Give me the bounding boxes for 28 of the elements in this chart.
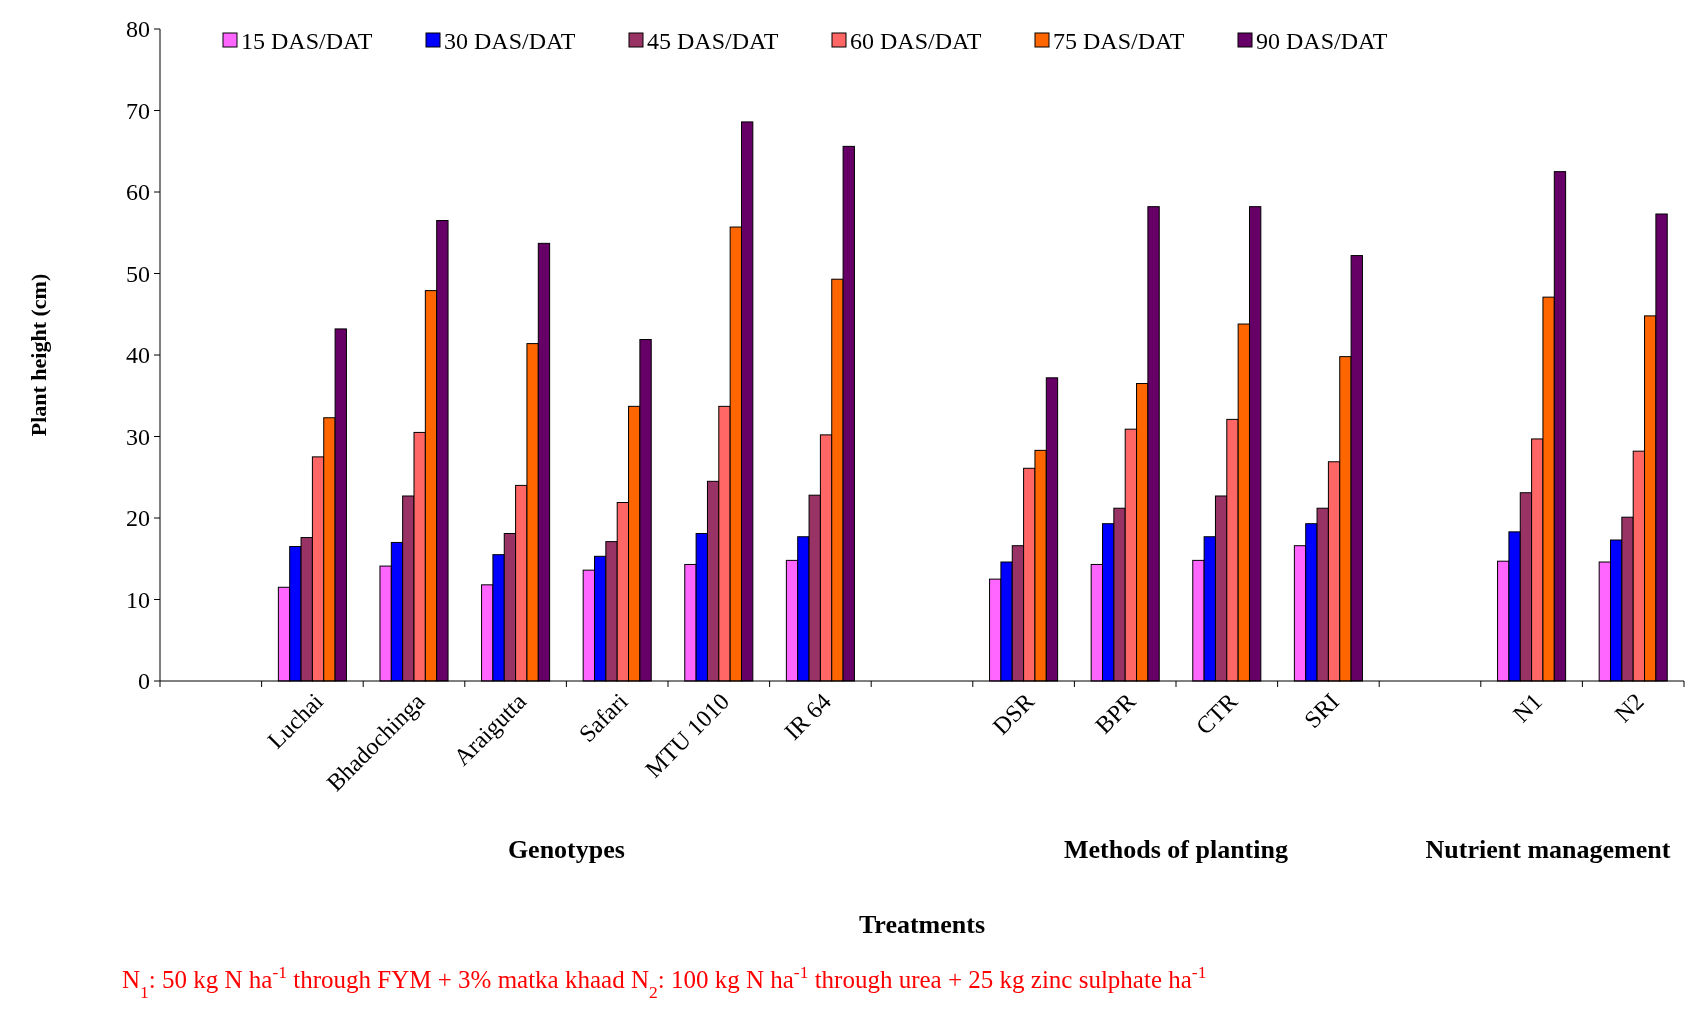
legend-label: 30 DAS/DAT <box>444 28 576 55</box>
legend-label: 60 DAS/DAT <box>850 28 982 55</box>
text: Genotypes <box>507 835 625 864</box>
legend-label: 75 DAS/DAT <box>1053 28 1185 55</box>
legend-label: 90 DAS/DAT <box>1256 28 1388 55</box>
x-axis-title: Treatments <box>858 910 986 939</box>
x-tick-label: SRI <box>1299 688 1344 733</box>
text: Nutrient management <box>1425 835 1671 864</box>
x-tick-label: CTR <box>1190 688 1243 740</box>
y-tick-label: 40 <box>126 342 150 369</box>
legend-label: 45 DAS/DAT <box>647 28 779 55</box>
y-tick-label: 30 <box>126 423 150 450</box>
text: N$_{1}$: 50 kg N ha$^{-1}$ through FYM + 3% matka khaad N$_{2}$: 100 kg N ha$^{-1}$ through urea + 25 kg zinc sulphate ha$^{-1}$ <box>122 962 1207 1002</box>
y-tick-label: 60 <box>126 179 150 206</box>
x-tick-label: N1 <box>1508 688 1548 728</box>
text: Methods of planting <box>1064 835 1288 864</box>
y-tick-label: 10 <box>126 586 150 613</box>
y-tick-label: 20 <box>126 505 150 532</box>
y-axis-title: Plant height (cm) <box>26 273 51 437</box>
legend-label: 15 DAS/DAT <box>241 28 373 55</box>
y-tick-label: 70 <box>126 97 150 124</box>
y-tick-label: 80 <box>126 16 150 43</box>
y-tick-label: 50 <box>126 260 150 287</box>
x-tick-label: BPR <box>1090 688 1141 739</box>
y-tick-label: 0 <box>138 668 150 695</box>
x-tick-label: DSR <box>987 688 1040 740</box>
x-tick-label: N2 <box>1609 688 1649 728</box>
x-tick-label: IR 64 <box>779 688 836 745</box>
